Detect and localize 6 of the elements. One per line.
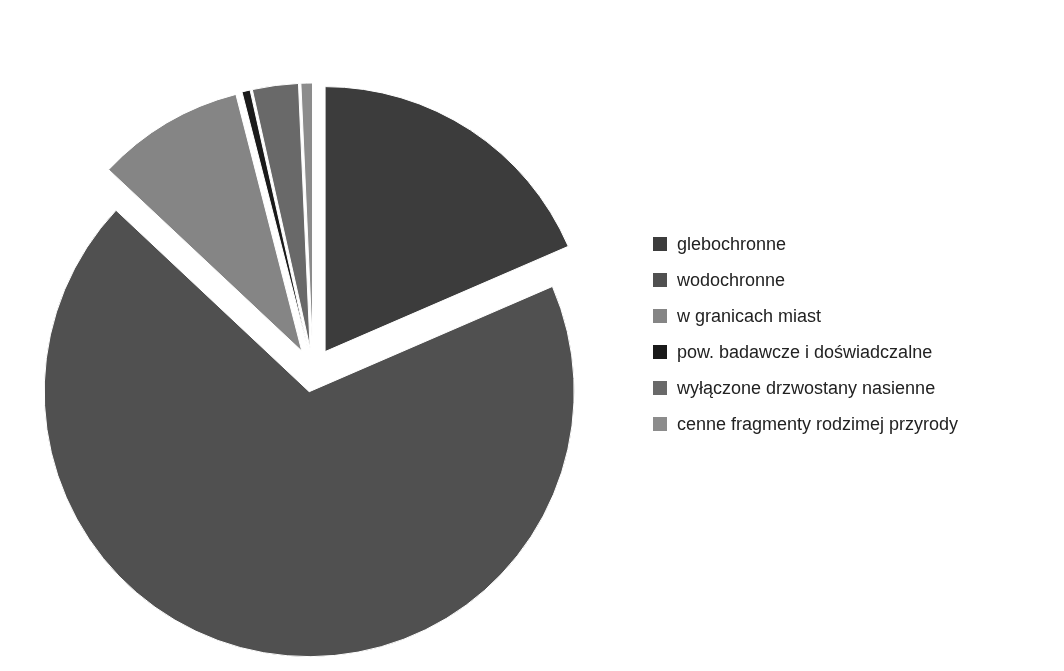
legend-label: wodochronne (676, 270, 786, 291)
legend-label: pow. badawcze i doświadczalne (677, 342, 933, 363)
legend-label: glebochronne (677, 234, 787, 255)
legend-label: w granicach miast (676, 306, 822, 327)
legend-label: cenne fragmenty rodzimej przyrody (677, 414, 959, 435)
legend-label: wyłączone drzwostany nasienne (676, 378, 936, 399)
